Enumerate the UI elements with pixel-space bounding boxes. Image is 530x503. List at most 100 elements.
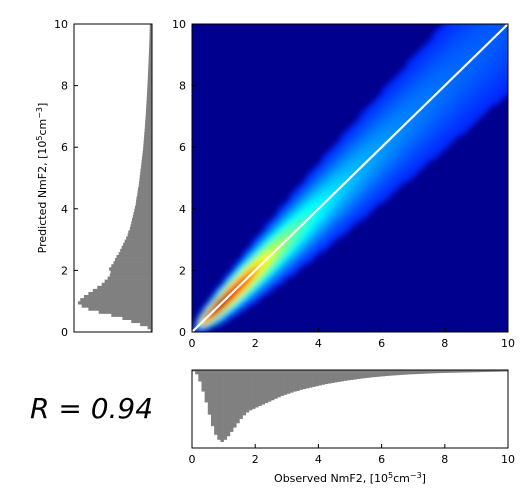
heatmap-cell xyxy=(375,165,379,170)
predicted-histogram-bar xyxy=(139,181,152,185)
heatmap-cell xyxy=(394,97,398,102)
heatmap-cell xyxy=(198,313,202,317)
heatmap-cell xyxy=(387,122,392,127)
heatmap-cell xyxy=(198,328,202,332)
heatmap-cell xyxy=(353,165,357,170)
heatmap-cell xyxy=(312,205,316,210)
heatmap-cell xyxy=(406,162,411,167)
heatmap-cell xyxy=(318,211,322,216)
heatmap-cell xyxy=(476,104,480,108)
heatmap-cell xyxy=(429,110,433,114)
heatmap-cell xyxy=(365,178,370,182)
heatmap-cell xyxy=(438,144,443,148)
heatmap-cell xyxy=(403,113,408,117)
heatmap-cell xyxy=(321,168,326,173)
heatmap-cell xyxy=(406,76,411,80)
heatmap-cell xyxy=(489,54,493,59)
heatmap-cell xyxy=(331,205,335,210)
heatmap-cell xyxy=(267,267,272,271)
observed-histogram-bar xyxy=(368,370,373,378)
heatmap-cell xyxy=(397,122,401,127)
heatmap-cell xyxy=(312,214,316,219)
heatmap-cell xyxy=(447,107,452,111)
heatmap-cell xyxy=(451,64,455,68)
heatmap-cell xyxy=(479,107,484,111)
heatmap-cell xyxy=(248,264,253,268)
observed-histogram-bar xyxy=(454,370,458,373)
heatmap-cell xyxy=(438,150,443,154)
heatmap-cell xyxy=(444,144,449,148)
heatmap-cell xyxy=(463,57,468,62)
heatmap-cell xyxy=(438,39,443,43)
heatmap-cell xyxy=(482,33,487,37)
heatmap-cell xyxy=(466,122,471,127)
heatmap-cell xyxy=(403,165,408,170)
heatmap-cell xyxy=(277,239,281,244)
heatmap-cell xyxy=(429,64,433,68)
heatmap-cell xyxy=(454,36,458,40)
heatmap-cell xyxy=(346,218,351,222)
heatmap-cell xyxy=(492,88,496,93)
heatmap-cell xyxy=(239,295,243,299)
heatmap-cell xyxy=(432,156,436,160)
heatmap-cell xyxy=(410,73,414,77)
heatmap-cell xyxy=(444,101,449,105)
heatmap-cell xyxy=(387,125,392,130)
heatmap-cell xyxy=(419,113,424,117)
heatmap-cell xyxy=(444,36,449,40)
heatmap-cell xyxy=(406,122,411,127)
heatmap-cell xyxy=(435,125,439,130)
heatmap-cell xyxy=(350,134,354,139)
heatmap-cell xyxy=(381,134,386,139)
heatmap-cell xyxy=(470,119,474,123)
heatmap-cell xyxy=(413,128,417,133)
heatmap-cell xyxy=(441,144,446,148)
heatmap-cell xyxy=(410,110,414,114)
heatmap-cell xyxy=(308,190,313,194)
heatmap-cell xyxy=(416,113,420,117)
heatmap-cell xyxy=(435,113,439,117)
heatmap-cell xyxy=(425,119,430,123)
heatmap-cell xyxy=(255,282,259,287)
heatmap-cell xyxy=(372,162,376,167)
predicted-histogram-bar xyxy=(124,239,152,243)
observed-histogram-bar xyxy=(501,370,506,372)
observed-histogram-frame xyxy=(191,369,509,449)
heatmap-cell xyxy=(406,73,411,77)
heatmap-cell xyxy=(495,24,499,28)
heatmap-cell xyxy=(289,267,294,271)
heatmap-cell xyxy=(435,107,439,111)
heatmap-cell xyxy=(466,39,471,43)
heatmap-cell xyxy=(397,171,401,176)
heatmap-cell xyxy=(501,73,506,77)
heatmap-cell xyxy=(501,67,506,71)
heatmap-cell xyxy=(226,316,231,321)
heatmap-cell xyxy=(447,141,452,145)
heatmap-cell xyxy=(485,104,490,108)
heatmap-cell xyxy=(435,128,439,133)
heatmap-cell xyxy=(432,51,436,56)
observed-axis-title: Observed NmF2, [105cm−3] xyxy=(274,471,426,485)
heatmap-cell xyxy=(318,174,322,179)
heatmap-cell xyxy=(482,76,487,80)
heatmap-cell xyxy=(384,110,389,114)
heatmap-cell xyxy=(362,199,367,204)
predicted-histogram-bar xyxy=(132,214,152,219)
heatmap-cell xyxy=(277,270,281,274)
heatmap-cell xyxy=(406,178,411,182)
heatmap-cell xyxy=(337,233,341,237)
heatmap-cell xyxy=(296,214,300,219)
heatmap-cell xyxy=(321,230,326,234)
heatmap-cell xyxy=(432,125,436,130)
heatmap-cell xyxy=(305,221,310,225)
heatmap-cell xyxy=(485,24,490,28)
heatmap-cell xyxy=(274,236,278,240)
heatmap-cell xyxy=(400,178,405,182)
heatmap-cell xyxy=(419,116,424,120)
heatmap-cell xyxy=(340,230,345,234)
heatmap-cell xyxy=(343,156,348,160)
heatmap-cell xyxy=(368,171,373,176)
heatmap-cell xyxy=(340,165,345,170)
heatmap-cell xyxy=(365,190,370,194)
heatmap-cell xyxy=(359,208,364,213)
